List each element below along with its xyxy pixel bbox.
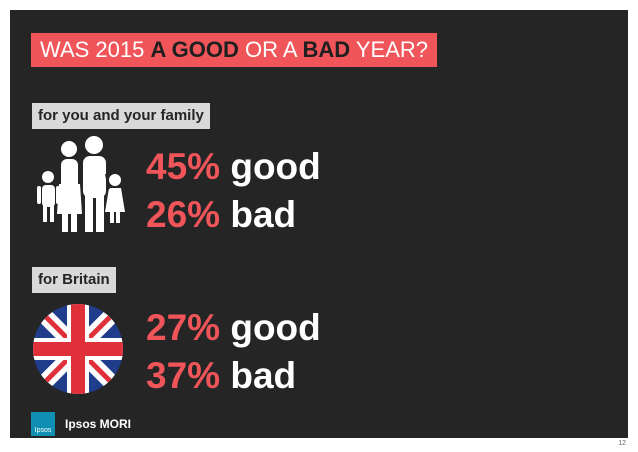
page-number: 12 bbox=[618, 440, 626, 447]
slide: WAS 2015 A GOOD OR A BAD YEAR? for you a… bbox=[10, 10, 628, 438]
stat-britain-good: 27% good bbox=[146, 306, 321, 350]
stat-britain-bad: 37% bad bbox=[146, 354, 296, 398]
stat-family-good: 45% good bbox=[146, 145, 321, 189]
family-icon bbox=[32, 134, 132, 234]
section-label-britain: for Britain bbox=[32, 267, 116, 293]
brand-name: Ipsos MORI bbox=[65, 417, 131, 431]
section-label-family: for you and your family bbox=[32, 103, 210, 129]
slide-title: WAS 2015 A GOOD OR A BAD YEAR? bbox=[31, 33, 437, 67]
stat-family-bad: 26% bad bbox=[146, 193, 296, 237]
ipsos-logo: Ipsos bbox=[31, 412, 55, 436]
union-jack-icon bbox=[32, 303, 124, 395]
